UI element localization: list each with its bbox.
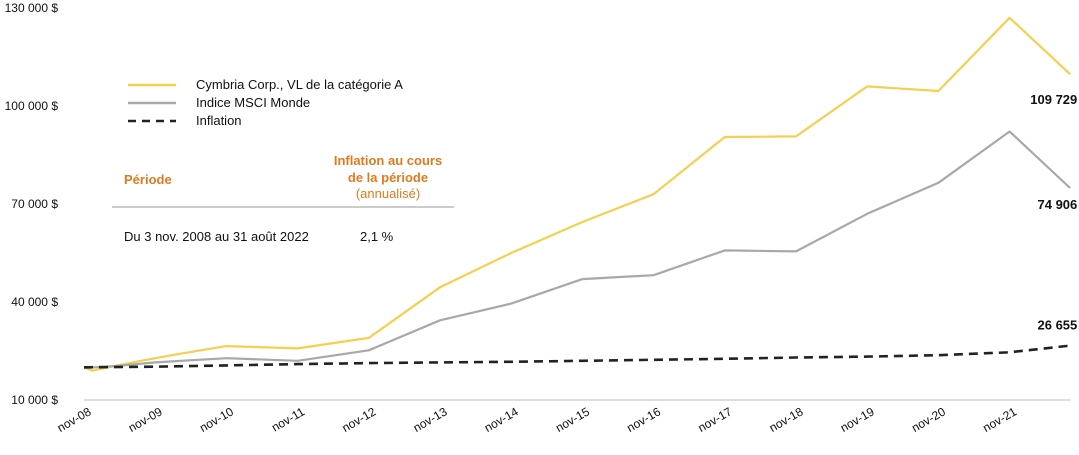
legend-label-msci: Indice MSCI Monde [196, 95, 310, 110]
series-line-inflation [83, 344, 1071, 369]
y-tick-label: 10 000 $ [11, 393, 58, 407]
x-tick-label: nov-16 [624, 404, 663, 435]
x-tick-label: nov-17 [696, 404, 735, 435]
y-axis-ticks: 10 000 $ 40 000 $ 70 000 $ 100 000 $ 130 000… [5, 1, 59, 407]
legend-label-inflation: Inflation [196, 113, 242, 128]
y-tick-label: 40 000 $ [11, 295, 58, 309]
y-tick-label: 130 000 $ [5, 1, 59, 15]
table-row-value: 2,1 % [360, 229, 394, 244]
end-label-msci: 74 906 $ [1038, 197, 1079, 212]
series-line-cymbria [83, 16, 1071, 372]
table-header-inflation-sub: (annualisé) [356, 186, 420, 201]
end-labels: 109 729 $ 74 906 $ 26 655 $ [1030, 92, 1079, 332]
x-tick-label: nov-20 [909, 404, 948, 435]
series-line-msci [83, 130, 1071, 370]
x-tick-label: nov-09 [126, 404, 165, 435]
x-tick-label: nov-10 [197, 404, 236, 435]
x-tick-label: nov-18 [767, 404, 806, 435]
end-label-cymbria: 109 729 $ [1030, 92, 1079, 107]
x-tick-label: nov-08 [55, 404, 94, 435]
x-tick-label: nov-11 [269, 404, 307, 434]
x-tick-label: nov-19 [838, 404, 877, 435]
x-tick-label: nov-14 [482, 404, 521, 435]
x-tick-label: nov-15 [553, 404, 592, 435]
inflation-table: Période Inflation au cours de la période… [112, 153, 454, 244]
x-tick-label: nov-12 [340, 404, 379, 435]
x-axis-ticks: nov-08 nov-09 nov-10 nov-11 nov-12 nov-13 nov-… [55, 404, 1020, 435]
x-tick-label: nov-13 [411, 404, 450, 435]
y-tick-label: 70 000 $ [11, 197, 58, 211]
end-label-inflation: 26 655 $ [1038, 318, 1079, 333]
table-header-inflation-line1: Inflation au cours [334, 153, 442, 168]
table-header-inflation-line2: de la période [348, 170, 428, 185]
x-tick-label: nov-21 [980, 404, 1019, 435]
legend: Cymbria Corp., VL de la catégorie A Indi… [128, 77, 403, 128]
table-row-period: Du 3 nov. 2008 au 31 août 2022 [124, 229, 309, 244]
legend-label-cymbria: Cymbria Corp., VL de la catégorie A [196, 77, 403, 92]
table-header-period: Période [124, 172, 172, 187]
y-tick-label: 100 000 $ [5, 99, 59, 113]
series-layer [83, 16, 1071, 372]
